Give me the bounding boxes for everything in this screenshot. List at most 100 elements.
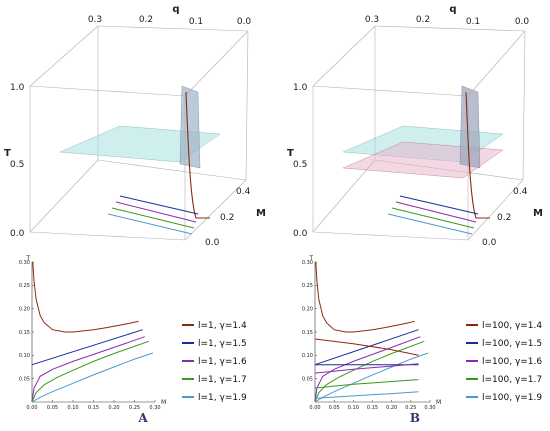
legend-entry: l=1, γ=1.4 <box>198 321 247 331</box>
y-tick-label: 0.15 <box>19 330 30 336</box>
y-tick-label: 0.20 <box>302 306 313 312</box>
q-tick: 0.0 <box>515 17 530 27</box>
y-tick-label: 0.10 <box>302 353 313 359</box>
T-tick: 0.5 <box>293 160 307 170</box>
series-line-4 <box>314 340 425 403</box>
axis-T-ticks-a: 0.0 0.5 1.0 <box>10 83 25 239</box>
M-tick: 0.2 <box>497 213 511 223</box>
q-tick: 0.2 <box>139 15 153 25</box>
y-axis-label: T <box>25 255 30 262</box>
series-line-10 <box>314 391 419 399</box>
legend-b: l=100, γ=1.4 l=100, γ=1.5 l=100, γ=1.6 l=10… <box>466 321 542 403</box>
series-line-4 <box>31 340 149 403</box>
q-tick: 0.1 <box>189 17 203 27</box>
q-axis-label: q <box>449 4 456 15</box>
line-chart-b: 0.00 0.05 0.10 0.15 0.20 0.25 0.30 0.05 0.10 0.15… <box>302 255 441 411</box>
axis-M-ticks-a: 0.0 0.2 0.4 <box>205 187 251 248</box>
M-tick: 0.0 <box>205 238 220 248</box>
M-tick: 0.0 <box>482 238 497 248</box>
y-tick-label: 0.30 <box>302 260 313 266</box>
x-tick-label: 0.15 <box>367 405 378 411</box>
surface-3d-curve-a-5 <box>107 213 193 235</box>
legend-a: l=1, γ=1.4 l=1, γ=1.5 l=1, γ=1.6 l=1, γ=1.7… <box>182 321 247 403</box>
y-axis-label: T <box>308 255 313 262</box>
x-tick-label: 0.30 <box>149 405 160 411</box>
M-axis-label: M <box>533 208 543 219</box>
q-tick: 0.2 <box>416 15 430 25</box>
surface-3d-curve-a-1 <box>185 91 210 219</box>
surface-3d-curve-b-4 <box>391 207 475 229</box>
surface-plot-b: 0.3 0.2 0.1 0.0 q 0.0 0.5 1.0 T 0.0 0.2 … <box>287 4 543 248</box>
q-tick: 0.0 <box>237 17 252 27</box>
series-line-5 <box>314 352 429 403</box>
T-tick: 1.0 <box>10 83 25 93</box>
M-tick: 0.4 <box>236 187 251 197</box>
series-line-6 <box>314 338 419 356</box>
T-tick: 1.0 <box>293 83 308 93</box>
legend-entry: l=1, γ=1.6 <box>198 357 247 367</box>
y-tick-label: 0.20 <box>19 306 30 312</box>
axis-q-ticks-b: 0.3 0.2 0.1 0.0 <box>365 15 530 27</box>
series-line-2 <box>31 329 143 366</box>
legend-entry: l=1, γ=1.9 <box>198 393 247 403</box>
x-tick-label: 0.00 <box>309 405 320 411</box>
T-tick: 0.0 <box>10 229 25 239</box>
T-tick: 0.0 <box>293 229 308 239</box>
line-chart-a: 0.00 0.05 0.10 0.15 0.20 0.25 0.30 0.05 0.10 0.15… <box>19 255 166 411</box>
M-tick: 0.2 <box>220 213 234 223</box>
x-axis-label: M <box>161 399 166 406</box>
series-line-1 <box>315 261 415 333</box>
q-tick: 0.3 <box>365 15 379 25</box>
y-tick-label: 0.10 <box>19 353 30 359</box>
x-tick-label: 0.05 <box>329 405 340 411</box>
surface-3d-curve-b-5 <box>387 213 473 235</box>
panel-label-b: B <box>410 411 420 425</box>
legend-entry: l=100, γ=1.6 <box>482 357 542 367</box>
x-tick-label: 0.00 <box>26 405 37 411</box>
surface-3d-curve-b-3 <box>395 201 477 223</box>
q-tick: 0.1 <box>466 17 480 27</box>
surface-3d-curve-b-1 <box>465 91 490 219</box>
surface-3d-curve-a-4 <box>111 207 195 229</box>
y-tick-label: 0.05 <box>19 376 30 382</box>
x-axis-label: M <box>436 399 441 406</box>
x-tick-label: 0.15 <box>88 405 99 411</box>
surface-3d-curve-a-3 <box>115 201 197 223</box>
x-tick-label: 0.25 <box>405 405 416 411</box>
legend-entry: l=100, γ=1.5 <box>482 339 542 349</box>
series-line-2 <box>314 329 419 366</box>
M-tick: 0.4 <box>513 187 528 197</box>
series-line-3 <box>31 336 145 403</box>
q-tick: 0.3 <box>88 15 102 25</box>
x-tick-label: 0.10 <box>348 405 359 411</box>
x-tick-label: 0.05 <box>47 405 58 411</box>
q-axis-label: q <box>172 4 179 15</box>
T-axis-label: T <box>4 148 11 159</box>
axis-M-ticks-b: 0.0 0.2 0.4 <box>482 187 528 248</box>
y-tick-label: 0.05 <box>302 376 313 382</box>
legend-entry: l=1, γ=1.5 <box>198 339 247 349</box>
series-line-8 <box>314 363 419 374</box>
bounding-box-a <box>29 25 249 241</box>
x-tick-label: 0.30 <box>424 405 435 411</box>
M-axis-label: M <box>256 208 266 219</box>
series-line-1 <box>32 261 139 333</box>
surface-plot-a: 0.3 0.2 0.1 0.0 q 0.0 0.5 1.0 T 0.0 0.2 … <box>4 4 266 248</box>
T-tick: 0.5 <box>10 160 24 170</box>
y-tick-label: 0.25 <box>19 283 30 289</box>
surface-spike-b <box>459 85 481 169</box>
legend-entry: l=100, γ=1.4 <box>482 321 542 331</box>
y-tick-label: 0.15 <box>302 330 313 336</box>
surface-3d-curve-a-2 <box>119 195 199 215</box>
x-tick-label: 0.25 <box>129 405 140 411</box>
surface-sheet-a <box>59 125 221 163</box>
x-tick-label: 0.10 <box>67 405 78 411</box>
axis-q-ticks-a: 0.3 0.2 0.1 0.0 <box>88 15 252 27</box>
legend-entry: l=100, γ=1.9 <box>482 393 542 403</box>
series-line-9 <box>314 379 419 389</box>
series-line-5 <box>31 352 154 403</box>
axis-T-ticks-b: 0.0 0.5 1.0 <box>293 83 308 239</box>
surface-spike-a <box>179 85 201 169</box>
legend-entry: l=1, γ=1.7 <box>198 375 247 385</box>
